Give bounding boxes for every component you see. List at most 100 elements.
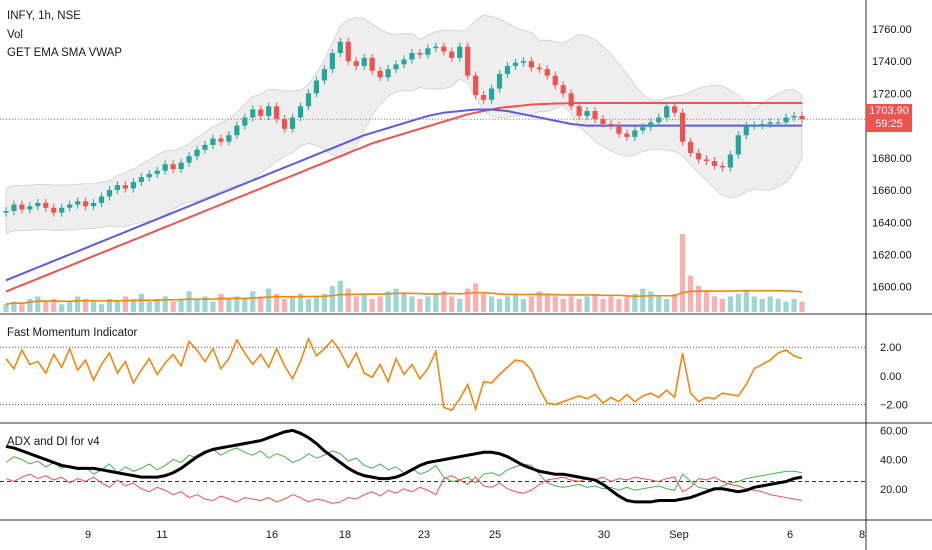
candle — [616, 121, 622, 138]
candle — [584, 107, 590, 120]
candle-body — [106, 190, 113, 197]
volume-bar — [353, 296, 359, 312]
candle — [75, 197, 81, 209]
volume-bar — [465, 288, 471, 312]
volume-bar — [799, 301, 805, 312]
candle-body — [727, 154, 733, 168]
candle — [409, 49, 415, 64]
candle-body — [305, 93, 312, 107]
candle-body — [234, 125, 240, 136]
candle-body — [656, 117, 662, 123]
candle-body — [210, 138, 216, 145]
candle — [759, 119, 765, 130]
candle-body — [520, 61, 526, 63]
candle-body — [687, 141, 694, 153]
price-tick-label: 1680.00 — [872, 153, 912, 165]
volume-bar — [43, 301, 49, 312]
time-tick-label: 16 — [266, 529, 278, 541]
volume-bar — [218, 293, 224, 312]
candle-body — [504, 65, 511, 75]
momentum-line — [5, 336, 803, 412]
volume-bar — [305, 299, 312, 312]
candle-body — [552, 75, 558, 86]
volume-bar — [512, 293, 519, 312]
candle-body — [43, 202, 49, 208]
candle-body — [544, 69, 550, 76]
candle-body — [226, 135, 232, 142]
candle-body — [321, 69, 327, 81]
candle — [27, 202, 33, 214]
candle — [648, 118, 654, 132]
volume-ma-line — [5, 289, 803, 305]
candle — [496, 69, 503, 93]
candle-body — [138, 177, 144, 182]
candle-body — [90, 202, 97, 207]
candle-body — [449, 51, 455, 58]
candle — [329, 49, 335, 74]
volume-bar — [282, 299, 288, 312]
candle — [282, 115, 288, 133]
candle — [600, 115, 606, 128]
volume-bar — [433, 293, 439, 312]
candle — [114, 181, 121, 195]
volume-bar — [210, 301, 216, 312]
volume-bar — [194, 299, 200, 312]
candle — [202, 140, 208, 154]
candle-body — [329, 53, 335, 70]
candle-body — [680, 112, 686, 142]
candle-body — [592, 111, 598, 120]
adx-tick-label: 40.00 — [880, 455, 908, 467]
candle-body — [672, 106, 678, 113]
price-tick-label: 1760.00 — [872, 24, 912, 36]
candle-body — [130, 181, 136, 189]
volume-bar — [488, 296, 495, 312]
volume-bar — [154, 299, 160, 312]
volume-bar — [536, 291, 542, 312]
candle — [178, 158, 184, 174]
volume-bar — [377, 296, 383, 312]
price-tick-label: 1740.00 — [872, 56, 912, 68]
candle — [711, 157, 718, 170]
candle-body — [648, 122, 654, 128]
momentum-tick-label: 2.00 — [880, 342, 901, 354]
candle-body — [194, 149, 200, 157]
candle-body — [289, 117, 296, 129]
volume-bar — [19, 304, 25, 312]
candle — [552, 71, 558, 90]
volume-bar — [361, 293, 367, 312]
candle-body — [488, 88, 495, 100]
candle-body — [19, 204, 25, 210]
di-minus-line — [5, 473, 803, 504]
volume-bar — [266, 288, 272, 312]
candle-body — [274, 106, 280, 120]
candle-body — [170, 164, 176, 170]
candle-body — [512, 62, 519, 66]
candle — [321, 65, 327, 85]
time-tick-label: Sep — [669, 529, 689, 541]
volume-bar — [656, 296, 662, 312]
volume-bar — [584, 296, 590, 312]
candle-body — [83, 201, 89, 207]
candle — [799, 111, 805, 124]
momentum-tick-label: −2.00 — [880, 400, 908, 412]
candle-body — [258, 109, 264, 116]
candle-body — [425, 48, 431, 55]
candle-body — [186, 156, 192, 163]
candle-body — [75, 201, 81, 205]
candle-body — [250, 109, 256, 118]
candle — [130, 177, 136, 193]
volume-bar — [186, 291, 192, 312]
candle — [775, 118, 781, 127]
volume-bar — [568, 296, 574, 312]
candle — [560, 81, 566, 98]
candle-body — [743, 125, 749, 136]
moving-averages — [5, 102, 802, 293]
volume-bar — [504, 296, 511, 312]
volume-bar — [727, 296, 733, 312]
candle — [481, 90, 487, 104]
candle — [170, 160, 176, 174]
volume-bar — [703, 291, 710, 312]
candle-body — [719, 165, 725, 168]
volume-bar — [473, 283, 479, 312]
